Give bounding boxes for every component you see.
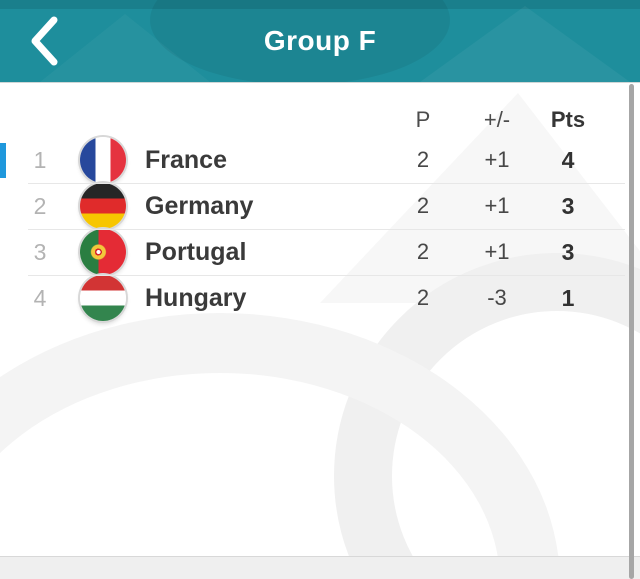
france-flag-icon [80,137,126,183]
table-row-hungary[interactable]: 4 Hungary 2 -3 1 [0,275,640,321]
header-pattern [150,0,450,82]
column-header-goal-diff: +/- [483,107,511,132]
chevron-left-icon [31,16,58,66]
played-value: 2 [416,147,430,172]
points-value: 3 [561,192,575,219]
germany-flag-icon [80,183,126,229]
header-pattern [0,0,640,9]
column-header-played: P [415,107,431,132]
position-number: 4 [33,284,47,311]
team-name: Portugal [145,237,247,266]
points-value: 3 [561,238,575,265]
goal-diff-value: +1 [484,193,510,218]
goal-diff-value: +1 [484,147,510,172]
team-name: Germany [145,191,254,220]
table-row-germany[interactable]: 2 Germany 2 +1 3 [0,183,640,229]
goal-diff-value: -3 [487,285,507,310]
scrollbar[interactable] [629,84,634,579]
column-header-points: Pts [550,107,586,132]
hungary-flag-icon [80,275,126,321]
points-value: 4 [561,146,575,173]
app-header: Group F [0,0,640,83]
table-row-france[interactable]: 1 France 2 +1 4 [0,137,640,183]
team-name: Hungary [145,283,247,312]
standings-table: P +/- Pts 1 France 2 +1 4 2 Germany 2 +1… [0,83,640,557]
points-value: 1 [561,284,575,311]
played-value: 2 [416,193,430,218]
back-button[interactable] [18,13,70,69]
position-number: 2 [33,192,47,219]
portugal-flag-icon [80,229,126,275]
goal-diff-value: +1 [484,239,510,264]
played-value: 2 [416,285,430,310]
played-value: 2 [416,239,430,264]
position-number: 3 [33,238,47,265]
background-swirl [0,313,560,556]
page-title: Group F [263,25,377,56]
qualification-indicator [0,143,6,178]
position-number: 1 [33,146,47,173]
table-header-row: P +/- Pts [0,83,640,137]
table-row-portugal[interactable]: 3 Portugal 2 +1 3 [0,229,640,275]
team-name: France [145,145,227,174]
